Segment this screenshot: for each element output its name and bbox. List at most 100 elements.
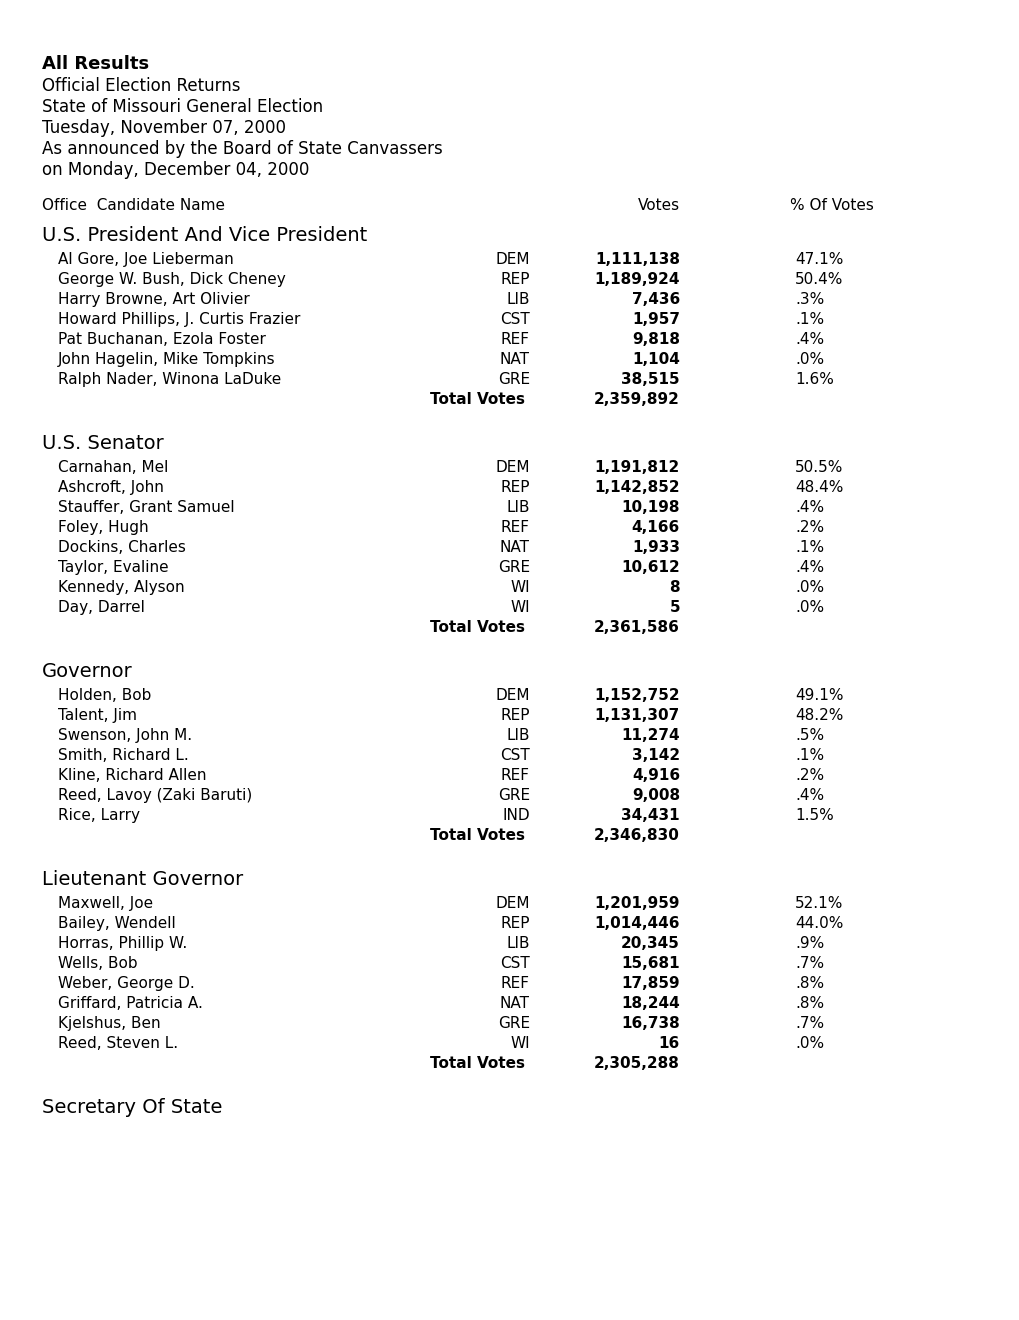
- Text: 3,142: 3,142: [631, 748, 680, 763]
- Text: Dockins, Charles: Dockins, Charles: [58, 540, 185, 554]
- Text: 16,738: 16,738: [621, 1016, 680, 1031]
- Text: 10,198: 10,198: [621, 500, 680, 515]
- Text: 2,346,830: 2,346,830: [593, 828, 680, 843]
- Text: 11,274: 11,274: [621, 729, 680, 743]
- Text: REP: REP: [500, 272, 530, 286]
- Text: State of Missouri General Election: State of Missouri General Election: [42, 98, 323, 116]
- Text: 15,681: 15,681: [621, 956, 680, 972]
- Text: Stauffer, Grant Samuel: Stauffer, Grant Samuel: [58, 500, 234, 515]
- Text: 1,957: 1,957: [632, 312, 680, 327]
- Text: 5: 5: [668, 601, 680, 615]
- Text: U.S. President And Vice President: U.S. President And Vice President: [42, 226, 367, 246]
- Text: WI: WI: [510, 601, 530, 615]
- Text: 1,142,852: 1,142,852: [594, 480, 680, 495]
- Text: Wells, Bob: Wells, Bob: [58, 956, 138, 972]
- Text: LIB: LIB: [506, 729, 530, 743]
- Text: .4%: .4%: [794, 500, 823, 515]
- Text: LIB: LIB: [506, 500, 530, 515]
- Text: Kline, Richard Allen: Kline, Richard Allen: [58, 768, 206, 783]
- Text: 48.4%: 48.4%: [794, 480, 843, 495]
- Text: .7%: .7%: [794, 956, 823, 972]
- Text: 50.5%: 50.5%: [794, 459, 843, 475]
- Text: Day, Darrel: Day, Darrel: [58, 601, 145, 615]
- Text: REP: REP: [500, 708, 530, 723]
- Text: % Of Votes: % Of Votes: [790, 198, 873, 213]
- Text: on Monday, December 04, 2000: on Monday, December 04, 2000: [42, 161, 309, 180]
- Text: Maxwell, Joe: Maxwell, Joe: [58, 896, 153, 911]
- Text: 48.2%: 48.2%: [794, 708, 843, 723]
- Text: REF: REF: [500, 768, 530, 783]
- Text: Swenson, John M.: Swenson, John M.: [58, 729, 192, 743]
- Text: .1%: .1%: [794, 312, 823, 327]
- Text: .3%: .3%: [794, 292, 823, 308]
- Text: .0%: .0%: [794, 601, 823, 615]
- Text: Ashcroft, John: Ashcroft, John: [58, 480, 164, 495]
- Text: Bailey, Wendell: Bailey, Wendell: [58, 916, 175, 931]
- Text: .0%: .0%: [794, 352, 823, 367]
- Text: Governor: Governor: [42, 663, 132, 681]
- Text: REF: REF: [500, 975, 530, 991]
- Text: 49.1%: 49.1%: [794, 688, 843, 704]
- Text: DEM: DEM: [495, 252, 530, 267]
- Text: Reed, Lavoy (Zaki Baruti): Reed, Lavoy (Zaki Baruti): [58, 788, 252, 803]
- Text: 16: 16: [658, 1036, 680, 1051]
- Text: Holden, Bob: Holden, Bob: [58, 688, 151, 704]
- Text: 1,191,812: 1,191,812: [594, 459, 680, 475]
- Text: 2,361,586: 2,361,586: [593, 620, 680, 635]
- Text: U.S. Senator: U.S. Senator: [42, 434, 164, 453]
- Text: 1,201,959: 1,201,959: [594, 896, 680, 911]
- Text: DEM: DEM: [495, 688, 530, 704]
- Text: 1,014,446: 1,014,446: [594, 916, 680, 931]
- Text: .0%: .0%: [794, 579, 823, 595]
- Text: Ralph Nader, Winona LaDuke: Ralph Nader, Winona LaDuke: [58, 372, 281, 387]
- Text: Al Gore, Joe Lieberman: Al Gore, Joe Lieberman: [58, 252, 233, 267]
- Text: WI: WI: [510, 1036, 530, 1051]
- Text: 20,345: 20,345: [621, 936, 680, 950]
- Text: Office  Candidate Name: Office Candidate Name: [42, 198, 225, 213]
- Text: Rice, Larry: Rice, Larry: [58, 808, 140, 822]
- Text: 52.1%: 52.1%: [794, 896, 843, 911]
- Text: 4,166: 4,166: [631, 520, 680, 535]
- Text: Harry Browne, Art Olivier: Harry Browne, Art Olivier: [58, 292, 250, 308]
- Text: WI: WI: [510, 579, 530, 595]
- Text: GRE: GRE: [497, 1016, 530, 1031]
- Text: 34,431: 34,431: [621, 808, 680, 822]
- Text: Total Votes: Total Votes: [430, 392, 525, 407]
- Text: Foley, Hugh: Foley, Hugh: [58, 520, 149, 535]
- Text: 9,008: 9,008: [631, 788, 680, 803]
- Text: Kjelshus, Ben: Kjelshus, Ben: [58, 1016, 160, 1031]
- Text: GRE: GRE: [497, 788, 530, 803]
- Text: Pat Buchanan, Ezola Foster: Pat Buchanan, Ezola Foster: [58, 333, 266, 347]
- Text: .8%: .8%: [794, 975, 823, 991]
- Text: Lieutenant Governor: Lieutenant Governor: [42, 870, 243, 888]
- Text: 18,244: 18,244: [621, 997, 680, 1011]
- Text: CST: CST: [499, 748, 530, 763]
- Text: .4%: .4%: [794, 560, 823, 576]
- Text: Horras, Phillip W.: Horras, Phillip W.: [58, 936, 187, 950]
- Text: 17,859: 17,859: [621, 975, 680, 991]
- Text: Total Votes: Total Votes: [430, 620, 525, 635]
- Text: .7%: .7%: [794, 1016, 823, 1031]
- Text: DEM: DEM: [495, 459, 530, 475]
- Text: .0%: .0%: [794, 1036, 823, 1051]
- Text: 4,916: 4,916: [631, 768, 680, 783]
- Text: .1%: .1%: [794, 748, 823, 763]
- Text: LIB: LIB: [506, 936, 530, 950]
- Text: 1,104: 1,104: [632, 352, 680, 367]
- Text: 38,515: 38,515: [621, 372, 680, 387]
- Text: All Results: All Results: [42, 55, 149, 73]
- Text: Total Votes: Total Votes: [430, 828, 525, 843]
- Text: John Hagelin, Mike Tompkins: John Hagelin, Mike Tompkins: [58, 352, 275, 367]
- Text: 1,111,138: 1,111,138: [594, 252, 680, 267]
- Text: LIB: LIB: [506, 292, 530, 308]
- Text: GRE: GRE: [497, 560, 530, 576]
- Text: REF: REF: [500, 520, 530, 535]
- Text: Carnahan, Mel: Carnahan, Mel: [58, 459, 168, 475]
- Text: 2,305,288: 2,305,288: [593, 1056, 680, 1071]
- Text: Griffard, Patricia A.: Griffard, Patricia A.: [58, 997, 203, 1011]
- Text: 1.6%: 1.6%: [794, 372, 834, 387]
- Text: .9%: .9%: [794, 936, 823, 950]
- Text: George W. Bush, Dick Cheney: George W. Bush, Dick Cheney: [58, 272, 285, 286]
- Text: 50.4%: 50.4%: [794, 272, 843, 286]
- Text: 1,131,307: 1,131,307: [594, 708, 680, 723]
